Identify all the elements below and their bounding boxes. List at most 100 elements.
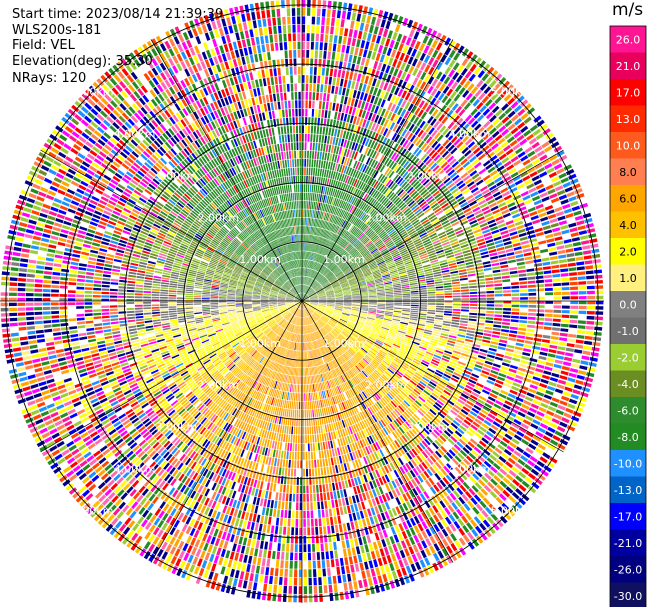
velocity-gate [327, 302, 335, 304]
velocity-gate [433, 271, 442, 275]
velocity-gate [460, 185, 468, 193]
velocity-gate [575, 339, 584, 344]
velocity-gate [509, 139, 518, 147]
velocity-gate [449, 91, 457, 100]
velocity-gate [343, 295, 352, 298]
velocity-gate [329, 196, 334, 205]
velocity-gate [317, 275, 323, 282]
velocity-gate [583, 345, 592, 351]
velocity-gate [476, 196, 485, 203]
velocity-gate [359, 22, 365, 31]
velocity-gate [444, 293, 453, 296]
velocity-gate [494, 194, 503, 201]
velocity-gate [309, 260, 312, 269]
velocity-gate [348, 278, 356, 282]
velocity-gate [392, 123, 399, 132]
velocity-gate [380, 117, 386, 126]
velocity-gate [302, 296, 309, 301]
velocity-gate [507, 341, 516, 345]
velocity-gate [343, 302, 352, 304]
velocity-gate [469, 301, 478, 303]
velocity-gate [422, 122, 429, 131]
velocity-gate [347, 3, 353, 12]
velocity-gate [545, 309, 553, 313]
velocity-gate [403, 160, 410, 169]
velocity-gate [332, 188, 336, 197]
velocity-gate [430, 30, 438, 39]
velocity-gate [444, 306, 453, 308]
velocity-gate [344, 254, 351, 261]
velocity-gate [411, 296, 419, 299]
velocity-gate [431, 219, 439, 225]
velocity-gate [341, 210, 346, 218]
velocity-gate [549, 154, 558, 162]
velocity-gate [302, 167, 304, 176]
velocity-gate [376, 290, 385, 293]
velocity-gate [466, 181, 475, 188]
velocity-gate [354, 170, 359, 179]
velocity-gate [535, 368, 544, 373]
velocity-gate [308, 269, 311, 277]
velocity-gate [415, 210, 424, 217]
velocity-gate [458, 199, 467, 205]
velocity-gate [413, 260, 421, 264]
velocity-gate [504, 106, 513, 115]
velocity-gate [334, 171, 338, 180]
velocity-gate [348, 260, 355, 266]
velocity-gate [320, 211, 324, 220]
velocity-gate [490, 226, 499, 231]
velocity-gate [336, 247, 342, 254]
velocity-gate [324, 258, 329, 266]
velocity-gate [403, 54, 410, 63]
velocity-gate [327, 297, 335, 299]
velocity-gate [310, 297, 318, 300]
velocity-gate [387, 180, 394, 189]
velocity-gate [513, 91, 522, 100]
velocity-gate [316, 289, 324, 293]
velocity-gate [401, 128, 408, 137]
velocity-gate [302, 298, 310, 301]
velocity-gate [423, 145, 431, 153]
velocity-gate [406, 266, 415, 271]
velocity-gate [513, 246, 522, 251]
velocity-gate [367, 139, 373, 148]
velocity-gate [595, 285, 604, 289]
velocity-gate [578, 315, 587, 320]
velocity-gate [321, 169, 325, 177]
velocity-gate [302, 58, 305, 67]
velocity-gate [364, 227, 372, 235]
velocity-gate [325, 221, 329, 230]
velocity-gate [455, 105, 463, 114]
velocity-gate [595, 311, 604, 315]
velocity-gate [310, 201, 312, 210]
velocity-gate [408, 188, 416, 196]
velocity-gate [549, 218, 558, 224]
velocity-gate [524, 146, 533, 154]
velocity-gate [329, 153, 333, 162]
velocity-gate [506, 84, 514, 93]
velocity-gate [460, 283, 469, 287]
velocity-gate [326, 260, 331, 267]
velocity-gate [475, 150, 484, 158]
velocity-gate [459, 325, 468, 329]
velocity-gate [480, 251, 489, 256]
velocity-gate [327, 299, 335, 301]
velocity-gate [505, 248, 514, 253]
velocity-gate [387, 263, 396, 268]
velocity-gate [391, 278, 400, 282]
velocity-gate [440, 217, 448, 223]
velocity-gate [303, 268, 305, 276]
velocity-gate [362, 250, 370, 257]
velocity-gate [408, 276, 417, 280]
velocity-gate [504, 119, 513, 128]
velocity-gate [337, 227, 342, 235]
velocity-gate [427, 37, 434, 47]
velocity-gate [302, 33, 305, 41]
velocity-gate [377, 97, 383, 107]
velocity-gate [307, 0, 311, 8]
velocity-gate [338, 155, 343, 164]
velocity-gate [535, 275, 544, 280]
velocity-gate [351, 287, 359, 291]
velocity-gate [371, 267, 379, 272]
velocity-gate [306, 209, 308, 218]
